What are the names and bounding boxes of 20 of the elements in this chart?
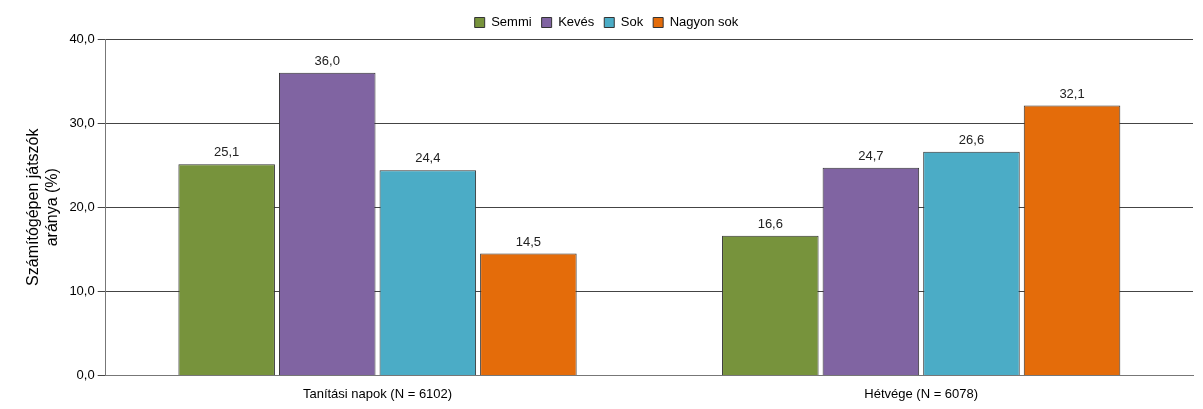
y-tick-label: 0,0 bbox=[76, 366, 95, 382]
data-label: 24,4 bbox=[415, 150, 441, 166]
y-tick-label: 30,0 bbox=[69, 114, 95, 130]
data-label: 14,5 bbox=[515, 233, 542, 249]
y-tick-label: 20,0 bbox=[69, 198, 95, 214]
legend-label: Semmi bbox=[491, 14, 532, 30]
legend-label: Kevés bbox=[558, 14, 595, 30]
legend-label: Nagyon sok bbox=[669, 14, 739, 30]
y-axis-title: Számítógépen játszók aránya (%) bbox=[24, 127, 61, 286]
x-tick-label: Tanítási napok (N = 6102) bbox=[302, 385, 453, 401]
data-label: 16,6 bbox=[757, 215, 783, 231]
data-label: 26,6 bbox=[958, 131, 985, 147]
data-label: 32,1 bbox=[1059, 85, 1085, 101]
data-label: 36,0 bbox=[314, 52, 340, 68]
legend-label: Sok bbox=[620, 14, 644, 30]
y-tick-label: 10,0 bbox=[69, 282, 95, 298]
x-tick-label: Hétvége (N = 6078) bbox=[864, 385, 979, 401]
data-label: 24,7 bbox=[858, 147, 884, 163]
data-label: 25,1 bbox=[214, 144, 240, 160]
y-tick-label: 40,0 bbox=[69, 30, 95, 46]
